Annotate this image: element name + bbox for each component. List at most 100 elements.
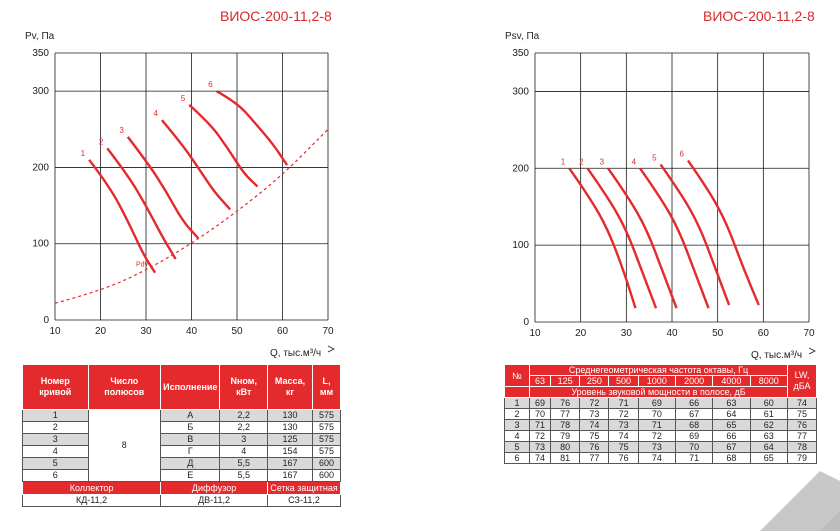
level-cell: 78 <box>550 419 581 431</box>
length-cell: 600 <box>311 469 342 482</box>
level-cell: 79 <box>550 430 581 442</box>
power-cell: 4 <box>219 445 269 458</box>
pressure-chart-total: 10 20 30 40 50 60 70 0 100 200 300 350 Pv, Па Q, тыс.… <box>25 31 335 359</box>
x-axis-arrow-icon <box>808 347 816 355</box>
series-line-4 <box>161 119 232 211</box>
level-cell: 62 <box>749 419 789 431</box>
level-cell: 64 <box>712 408 751 420</box>
lw-cell: 77 <box>787 430 817 442</box>
table-row: 2 70 77 73 72 70 67 64 61 75 <box>504 408 817 420</box>
frequency-header: 2000 <box>674 375 714 387</box>
accessory-header-row: Коллектор Диффузор Сетка защитная <box>21 481 341 495</box>
y-axis-label: Psv, Па <box>505 31 540 42</box>
version-cell: В <box>160 433 221 446</box>
frequency-header: 125 <box>550 375 581 387</box>
length-cell: 575 <box>311 433 342 446</box>
y-tick-label: 300 <box>512 86 529 97</box>
curve-number-cell: 1 <box>22 409 89 422</box>
x-tick-label: 50 <box>712 328 724 339</box>
col-header-length: L, мм <box>311 364 342 410</box>
level-cell: 74 <box>608 430 639 442</box>
level-cell: 70 <box>637 408 676 420</box>
x-axis-label: Q, тыс.м³/ч <box>270 348 321 359</box>
left-chart-model-title: ВИОС-200-11,2-8 <box>220 8 332 24</box>
curve-number-cell: 2 <box>504 408 530 420</box>
level-cell: 80 <box>550 441 581 453</box>
level-cell: 63 <box>712 397 751 409</box>
level-cell: 71 <box>608 397 639 409</box>
level-cell: 63 <box>749 430 789 442</box>
curve-number-cell: 4 <box>22 445 89 458</box>
table-row: 4 Г 4 154 575 <box>22 445 342 458</box>
frequency-header: 250 <box>579 375 610 387</box>
level-cell: 69 <box>637 397 676 409</box>
curve-number-cell: 4 <box>504 430 530 442</box>
series-label-pdv: Pdv <box>136 261 149 268</box>
table-row: 1 69 76 72 71 69 66 63 60 74 <box>504 397 817 409</box>
accessory-header: Коллектор <box>21 481 162 495</box>
y-tick-label: 200 <box>32 162 49 173</box>
x-tick-label: 20 <box>95 326 107 337</box>
level-cell: 74 <box>579 419 610 431</box>
y-tick-label: 350 <box>32 48 49 59</box>
frequency-header: 1000 <box>637 375 676 387</box>
y-tick-label: 100 <box>32 239 49 250</box>
version-cell: Е <box>160 469 221 482</box>
level-cell: 60 <box>749 397 789 409</box>
series-line-6 <box>687 159 760 306</box>
level-cell: 73 <box>608 419 639 431</box>
lw-cell: 76 <box>787 419 817 431</box>
level-cell: 77 <box>579 452 610 464</box>
series-label: 6 <box>680 150 685 159</box>
series-label: 6 <box>208 80 213 89</box>
series-label: 2 <box>579 157 584 166</box>
level-cell: 72 <box>637 430 676 442</box>
series-line-3 <box>126 136 200 240</box>
level-cell: 65 <box>712 419 751 431</box>
curve-number-cell: 5 <box>504 441 530 453</box>
series-line-1 <box>568 167 637 309</box>
accessory-value: СЗ-11,2 <box>267 494 341 507</box>
series-label: 4 <box>153 109 158 118</box>
series-line-5 <box>188 103 259 188</box>
series-label: 2 <box>99 137 104 146</box>
series-line-5 <box>659 163 731 306</box>
lw-cell: 79 <box>787 452 817 464</box>
level-cell: 65 <box>749 452 789 464</box>
x-tick-label: 10 <box>49 326 61 337</box>
y-tick-label: 100 <box>512 240 529 251</box>
level-cell: 72 <box>608 408 639 420</box>
series-line-2 <box>106 147 177 260</box>
power-cell: 2,2 <box>219 421 269 434</box>
y-tick-label: 0 <box>43 315 49 326</box>
pressure-chart-static: 10 20 30 40 50 60 70 0 100 200 300 350 Psv, Па Q, тыс… <box>505 31 816 360</box>
frequency-header: 63 <box>528 375 552 387</box>
mass-cell: 167 <box>267 457 313 470</box>
table-row: 4 72 79 75 74 72 69 66 63 77 <box>504 430 817 442</box>
table-row: 2 Б 2,2 130 575 <box>22 421 342 434</box>
level-cell: 66 <box>712 430 751 442</box>
col-header-version: Исполнение <box>160 364 221 410</box>
curve-number-cell: 6 <box>22 469 89 482</box>
series-label: 4 <box>632 157 637 166</box>
curve-number-cell: 6 <box>504 452 530 464</box>
level-cell: 76 <box>550 397 581 409</box>
lw-cell: 78 <box>787 441 817 453</box>
x-tick-label: 30 <box>621 328 633 339</box>
level-cell: 75 <box>579 430 610 442</box>
x-tick-label: 40 <box>666 328 678 339</box>
level-title: Уровень звуковой мощности в полосе, дБ <box>529 386 788 398</box>
power-cell: 2,2 <box>219 409 269 422</box>
x-tick-label: 70 <box>803 328 815 339</box>
col-header-curve-number: Номер кривой <box>22 364 89 410</box>
x-tick-label: 60 <box>758 328 770 339</box>
lw-cell: 74 <box>787 397 817 409</box>
x-tick-label: 20 <box>575 328 587 339</box>
fan-versions-table: Номер кривой Число полюсов Исполнение Nн… <box>21 364 342 507</box>
level-cell: 68 <box>712 452 751 464</box>
series-label: 5 <box>652 153 657 162</box>
length-cell: 575 <box>311 421 342 434</box>
series-line-3 <box>607 167 678 309</box>
decorative-stripes <box>760 471 840 531</box>
series-label: 3 <box>119 126 124 135</box>
